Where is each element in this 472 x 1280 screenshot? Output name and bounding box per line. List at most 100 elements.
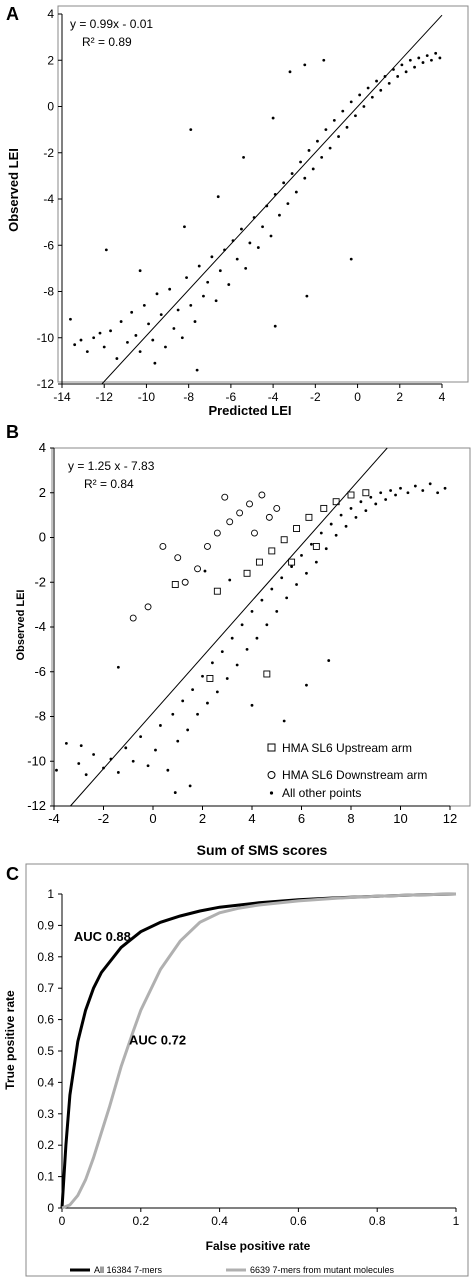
panel-a-data-point [303, 176, 307, 180]
panel-a-data-point [278, 213, 281, 217]
panel-c-y-tick-label: 0.2 [37, 1138, 54, 1152]
panel-b-y-tick-label: 4 [39, 440, 46, 455]
panel-b-downstream-point [203, 543, 211, 550]
panel-b-other-point [159, 724, 162, 727]
panel-b-other-point [300, 554, 303, 557]
panel-b-other-point [116, 665, 120, 669]
panel-a-fit-line [101, 14, 443, 385]
panel-a-data-point [69, 317, 72, 321]
panel-b-other-point [364, 509, 368, 513]
panel-c-y-tick-label: 1 [47, 887, 54, 901]
panel-a-data-point [180, 336, 184, 340]
panel-b-other-point [245, 647, 249, 651]
panel-a-data-point [290, 172, 294, 175]
panel-b-other-point [171, 712, 175, 716]
panel-b-other-point [379, 491, 383, 495]
panel-b-other-point [196, 712, 199, 716]
panel-b-other-point [250, 609, 254, 613]
panel-c-y-tick-label: 0.7 [37, 981, 54, 995]
panel-a-data-point [434, 51, 438, 55]
panel-a-x-tick-label: 2 [396, 390, 403, 404]
panel-c-ylabel: True positive rate [3, 990, 17, 1090]
panel-b-other-point [344, 524, 348, 528]
panel-b-other-point [116, 771, 120, 774]
panel-a-data-point [155, 292, 159, 296]
panel-a-data-point [153, 361, 157, 365]
panel-b-other-point [394, 493, 397, 497]
panel-a-data-point [104, 248, 108, 252]
panel-b-downstream-point [265, 513, 273, 521]
panel-a-data-point [404, 70, 408, 74]
panel-a-data-point [417, 56, 421, 60]
panel-b-other-point [176, 739, 180, 743]
panel-b-downstream-point [194, 565, 202, 573]
panel-b-other-point [282, 719, 286, 723]
panel-b-other-point [369, 495, 373, 499]
panel-c-y-tick-label: 0.3 [37, 1107, 54, 1121]
panel-a-y-tick-label: 2 [47, 53, 54, 67]
panel-b-other-point [384, 498, 388, 501]
panel-a-y-tick-label: 4 [47, 7, 54, 21]
panel-a-data-point [421, 61, 425, 64]
panel-a-y-tick-label: -6 [43, 238, 54, 252]
panel-c-x-tick-label: 0.2 [132, 1214, 149, 1228]
panel-c-y-tick-label: 0.6 [37, 1013, 54, 1027]
panel-a-data-point [92, 336, 96, 340]
panel-b-y-tick-label: -6 [34, 664, 46, 679]
panel-a-data-point [349, 100, 353, 104]
panel-a-data-point [337, 135, 340, 138]
panel-b-x-tick-label: -2 [98, 811, 110, 826]
panel-a-data-point [235, 257, 239, 261]
panel-b-other-point [443, 486, 447, 490]
panel-b-upstream-point [213, 587, 221, 595]
panel-a-data-point [269, 234, 273, 238]
panel-b-upstream-point [312, 543, 320, 550]
panel-a-data-point [271, 116, 275, 120]
panel-b-other-point [220, 650, 224, 654]
panel-a-data-point [85, 350, 89, 354]
panel-b-downstream-point [221, 493, 229, 501]
panel-b-other-point [188, 784, 192, 788]
panel-b-upstream-point [305, 513, 313, 521]
panel-a-data-point [189, 128, 193, 132]
panel-b-other-point [173, 791, 177, 794]
panel-a-data-point [164, 345, 167, 349]
panel-a-data-point [240, 227, 243, 231]
panel-a-data-point [288, 70, 292, 74]
panel-b-other-point [329, 522, 333, 526]
legend-upstream-label: HMA SL6 Upstream arm [282, 741, 412, 755]
panel-a-data-point [159, 313, 163, 317]
panel-c-legend: All 16384 7-mers 6639 7-mers from mutant… [70, 1265, 395, 1275]
panel-a-data-point [183, 225, 186, 229]
legend-other-label: All other points [282, 786, 361, 800]
panel-c-x-tick-label: 1 [453, 1214, 460, 1228]
panel-c-frame [25, 863, 469, 1277]
panel-b-upstream-point [362, 489, 370, 497]
panel-a-data-point [119, 320, 123, 323]
panel-b-other-point [359, 500, 363, 504]
panel-b-other-point [339, 513, 343, 517]
legend-circle-marker [267, 771, 276, 779]
panel-b-letter: B [6, 422, 19, 442]
panel-a-data-point [438, 56, 442, 60]
panel-a-data-point [242, 155, 245, 159]
panel-a-data-point [299, 160, 302, 164]
panel-c-auc-all-label: AUC 0.88 [74, 929, 131, 944]
panel-b-y-tick-label: 0 [39, 530, 46, 545]
panel-a-x-tick-label: -10 [138, 390, 156, 404]
panel-b-other-point [275, 609, 279, 613]
panel-b-other-point [154, 748, 157, 752]
panel-b-downstream-point [213, 529, 221, 537]
panel-b-downstream-point [251, 529, 258, 537]
panel-a-data-point [324, 128, 328, 132]
panel-a-data-point [138, 350, 142, 354]
legend-all-kmers-label: All 16384 7-mers [94, 1265, 163, 1275]
panel-b: B y = 1.25 x - 7.83 R² = 0.84 -4 -2 0 2 4 6 8 1… [6, 422, 471, 858]
panel-b-other-point [139, 735, 143, 739]
panel-b-other-point [215, 690, 219, 694]
panel-a-data-point [256, 246, 260, 249]
panel-a-x-tick-label: -2 [310, 390, 321, 404]
panel-a-x-tick-label: 4 [439, 390, 446, 404]
panel-b-other-point [389, 489, 392, 492]
